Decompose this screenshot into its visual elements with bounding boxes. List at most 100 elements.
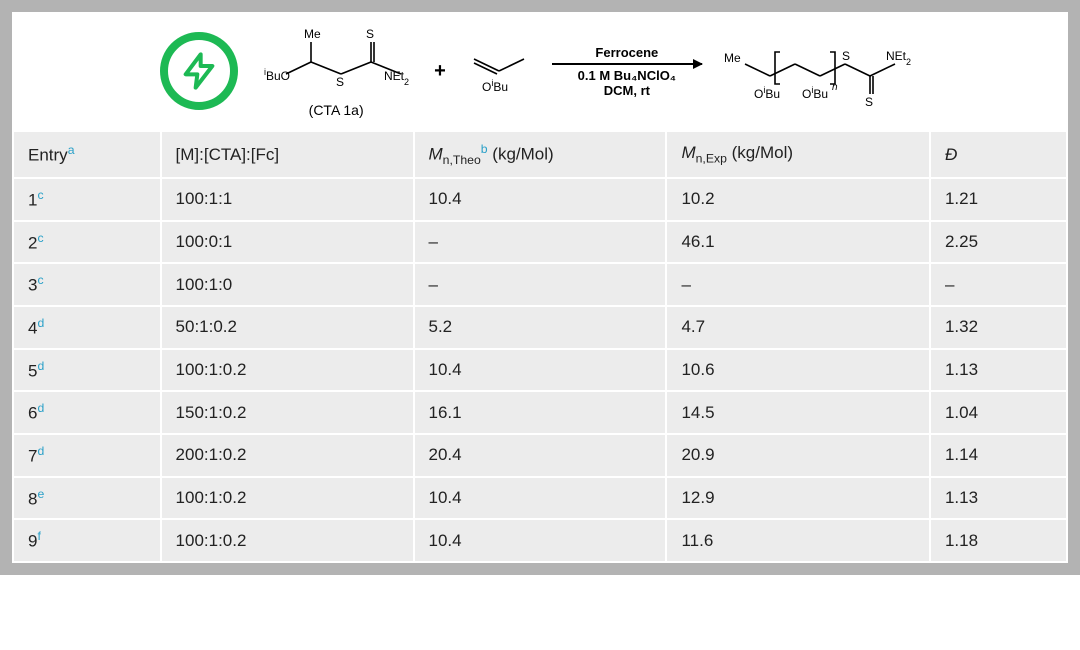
reaction-scheme: iBuO Me S S NEt2 (CTA 1a) + OiBu Ferroce… [12, 12, 1068, 130]
cell-ratio: 100:1:0 [161, 263, 414, 306]
cell-theo: 10.4 [414, 349, 667, 392]
svg-text:n: n [832, 82, 838, 93]
col-label-suffix: (kg/Mol) [488, 145, 554, 164]
col-label: Entry [28, 146, 68, 165]
cell-theo: 10.4 [414, 477, 667, 520]
electro-icon [160, 32, 238, 110]
col-mn-exp: Mn,Exp (kg/Mol) [666, 131, 930, 178]
table-row: 2c100:0:1–46.12.25 [13, 221, 1067, 264]
cell-ratio: 150:1:0.2 [161, 391, 414, 434]
cell-entry: 7d [13, 434, 161, 477]
cell-theo: – [414, 221, 667, 264]
arrow-label-mid: 0.1 M Bu₄NClO₄ [578, 68, 676, 83]
cell-ratio: 100:1:0.2 [161, 477, 414, 520]
col-mn-theo: Mn,Theob (kg/Mol) [414, 131, 667, 178]
col-label-sub: n,Theo [443, 153, 481, 167]
cell-entry: 2c [13, 221, 161, 264]
table-row: 6d150:1:0.216.114.51.04 [13, 391, 1067, 434]
col-sup: b [481, 142, 488, 156]
cell-theo: – [414, 263, 667, 306]
table-row: 4d50:1:0.25.24.71.32 [13, 306, 1067, 349]
cell-entry: 8e [13, 477, 161, 520]
results-table: Entrya [M]:[CTA]:[Fc] Mn,Theob (kg/Mol) … [12, 130, 1068, 563]
cell-theo: 10.4 [414, 178, 667, 221]
cell-d: 1.32 [930, 306, 1067, 349]
cell-ratio: 100:1:0.2 [161, 519, 414, 562]
table-row: 3c100:1:0––– [13, 263, 1067, 306]
cell-entry: 5d [13, 349, 161, 392]
cell-theo: 20.4 [414, 434, 667, 477]
cell-ratio: 100:1:1 [161, 178, 414, 221]
col-label-ital: M [681, 143, 695, 162]
monomer-structure-icon: OiBu [464, 41, 534, 101]
cell-d: 1.13 [930, 349, 1067, 392]
cell-entry: 3c [13, 263, 161, 306]
svg-text:Me: Me [724, 51, 741, 65]
col-label-sub: n,Exp [696, 152, 727, 166]
cell-exp: 20.9 [666, 434, 930, 477]
figure-frame: iBuO Me S S NEt2 (CTA 1a) + OiBu Ferroce… [0, 0, 1080, 575]
col-label: [M]:[CTA]:[Fc] [176, 145, 280, 164]
col-sup: a [68, 143, 75, 157]
svg-text:NEt2: NEt2 [384, 69, 409, 87]
cell-ratio: 50:1:0.2 [161, 306, 414, 349]
cell-exp: 10.2 [666, 178, 930, 221]
cell-d: 1.13 [930, 477, 1067, 520]
cell-ratio: 100:0:1 [161, 221, 414, 264]
cell-exp: 14.5 [666, 391, 930, 434]
product-structure-icon: Me n OiBu OiBu S S NEt2 [720, 32, 920, 110]
table-row: 9f100:1:0.210.411.61.18 [13, 519, 1067, 562]
table-body: 1c100:1:110.410.21.212c100:0:1–46.12.253… [13, 178, 1067, 562]
lightning-icon [179, 51, 219, 91]
reaction-arrow: Ferrocene 0.1 M Bu₄NClO₄ DCM, rt [552, 45, 702, 98]
cell-d: 1.21 [930, 178, 1067, 221]
cell-entry: 6d [13, 391, 161, 434]
svg-text:S: S [865, 95, 873, 109]
svg-text:NEt2: NEt2 [886, 49, 911, 67]
cell-exp: 10.6 [666, 349, 930, 392]
cell-entry: 1c [13, 178, 161, 221]
table-row: 1c100:1:110.410.21.21 [13, 178, 1067, 221]
cell-d: 2.25 [930, 221, 1067, 264]
svg-text:S: S [336, 75, 344, 89]
cell-entry: 4d [13, 306, 161, 349]
plus-sign: + [434, 59, 446, 83]
cell-ratio: 200:1:0.2 [161, 434, 414, 477]
col-ratio: [M]:[CTA]:[Fc] [161, 131, 414, 178]
cell-exp: 11.6 [666, 519, 930, 562]
table-row: 5d100:1:0.210.410.61.13 [13, 349, 1067, 392]
reactant-cta: iBuO Me S S NEt2 (CTA 1a) [256, 24, 416, 119]
cell-theo: 16.1 [414, 391, 667, 434]
arrow-label-top: Ferrocene [595, 45, 658, 60]
table-row: 7d200:1:0.220.420.91.14 [13, 434, 1067, 477]
cell-exp: 4.7 [666, 306, 930, 349]
cta-structure-icon: iBuO Me S S NEt2 [256, 24, 416, 102]
cta-label: (CTA 1a) [256, 102, 416, 119]
svg-text:OiBu: OiBu [482, 78, 508, 94]
arrow-line-icon [552, 63, 702, 65]
cell-theo: 5.2 [414, 306, 667, 349]
col-dispersity: Đ [930, 131, 1067, 178]
cell-d: 1.14 [930, 434, 1067, 477]
table-header-row: Entrya [M]:[CTA]:[Fc] Mn,Theob (kg/Mol) … [13, 131, 1067, 178]
svg-text:Me: Me [304, 27, 321, 41]
cell-entry: 9f [13, 519, 161, 562]
svg-text:S: S [842, 49, 850, 63]
col-label: Đ [945, 145, 957, 164]
col-entry: Entrya [13, 131, 161, 178]
cell-exp: 12.9 [666, 477, 930, 520]
col-label-ital: M [429, 145, 443, 164]
cell-d: 1.04 [930, 391, 1067, 434]
svg-text:iBuO: iBuO [264, 67, 290, 83]
cell-ratio: 100:1:0.2 [161, 349, 414, 392]
cell-theo: 10.4 [414, 519, 667, 562]
col-label-suffix: (kg/Mol) [727, 143, 793, 162]
arrow-label-bot: DCM, rt [604, 83, 650, 98]
table-row: 8e100:1:0.210.412.91.13 [13, 477, 1067, 520]
cell-exp: 46.1 [666, 221, 930, 264]
svg-text:OiBu: OiBu [802, 85, 828, 101]
svg-text:OiBu: OiBu [754, 85, 780, 101]
cell-exp: – [666, 263, 930, 306]
reactant-monomer: OiBu [464, 41, 534, 101]
cell-d: 1.18 [930, 519, 1067, 562]
